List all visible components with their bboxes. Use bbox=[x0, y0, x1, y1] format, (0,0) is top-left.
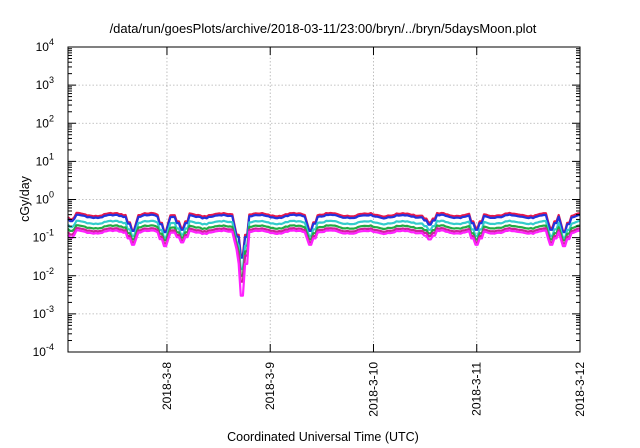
y-axis-label: cGy/day bbox=[18, 175, 32, 222]
series-line bbox=[67, 227, 581, 283]
y-tick-label: 104 bbox=[36, 37, 54, 54]
series-group bbox=[67, 211, 581, 297]
y-tick-exponent: -2 bbox=[46, 266, 54, 276]
y-tick-base: 10 bbox=[33, 345, 47, 359]
y-tick-exponent: -3 bbox=[46, 304, 54, 314]
y-tick-label: 103 bbox=[36, 75, 54, 92]
x-tick-label: 2018-3-11 bbox=[470, 362, 484, 416]
x-axis-label: Coordinated Universal Time (UTC) bbox=[227, 430, 419, 444]
x-tick-label: 2018-3-8 bbox=[160, 362, 174, 410]
y-tick-base: 10 bbox=[36, 40, 50, 54]
grid bbox=[68, 47, 580, 352]
x-tick-label: 2018-3-9 bbox=[263, 362, 277, 410]
y-tick-label: 10-1 bbox=[33, 228, 54, 245]
x-tick-label: 2018-3-10 bbox=[366, 362, 380, 417]
y-tick-base: 10 bbox=[33, 231, 47, 245]
y-tick-exponent: 3 bbox=[49, 75, 54, 85]
y-tick-base: 10 bbox=[36, 193, 50, 207]
y-tick-base: 10 bbox=[33, 307, 47, 321]
y-tick-base: 10 bbox=[33, 269, 47, 283]
series-line bbox=[67, 213, 581, 259]
y-tick-exponent: -1 bbox=[46, 228, 54, 238]
y-tick-label: 101 bbox=[36, 151, 54, 168]
y-tick-base: 10 bbox=[36, 116, 50, 130]
x-tick-label: 2018-3-12 bbox=[573, 362, 587, 417]
x-axis: 2018-3-8 2018-3-9 2018-3-10 2018-3-11 2018-3… bbox=[160, 47, 587, 417]
y-tick-exponent: 1 bbox=[49, 151, 54, 161]
series-line bbox=[67, 219, 581, 271]
y-tick-exponent: 2 bbox=[49, 113, 54, 123]
series-line bbox=[67, 211, 581, 257]
series-line bbox=[67, 229, 581, 297]
y-tick-label: 102 bbox=[36, 113, 54, 130]
y-tick-label: 10-4 bbox=[33, 342, 54, 359]
y-tick-exponent: 0 bbox=[49, 190, 54, 200]
y-tick-base: 10 bbox=[36, 78, 50, 92]
y-tick-base: 10 bbox=[36, 154, 50, 168]
y-tick-label: 100 bbox=[36, 190, 54, 207]
y-tick-label: 10-2 bbox=[33, 266, 54, 283]
chart-title: /data/run/goesPlots/archive/2018-03-11/2… bbox=[110, 21, 537, 36]
y-tick-exponent: 4 bbox=[49, 37, 54, 47]
series-line bbox=[67, 224, 581, 277]
y-tick-exponent: -4 bbox=[46, 342, 54, 352]
y-tick-label: 10-3 bbox=[33, 304, 54, 321]
